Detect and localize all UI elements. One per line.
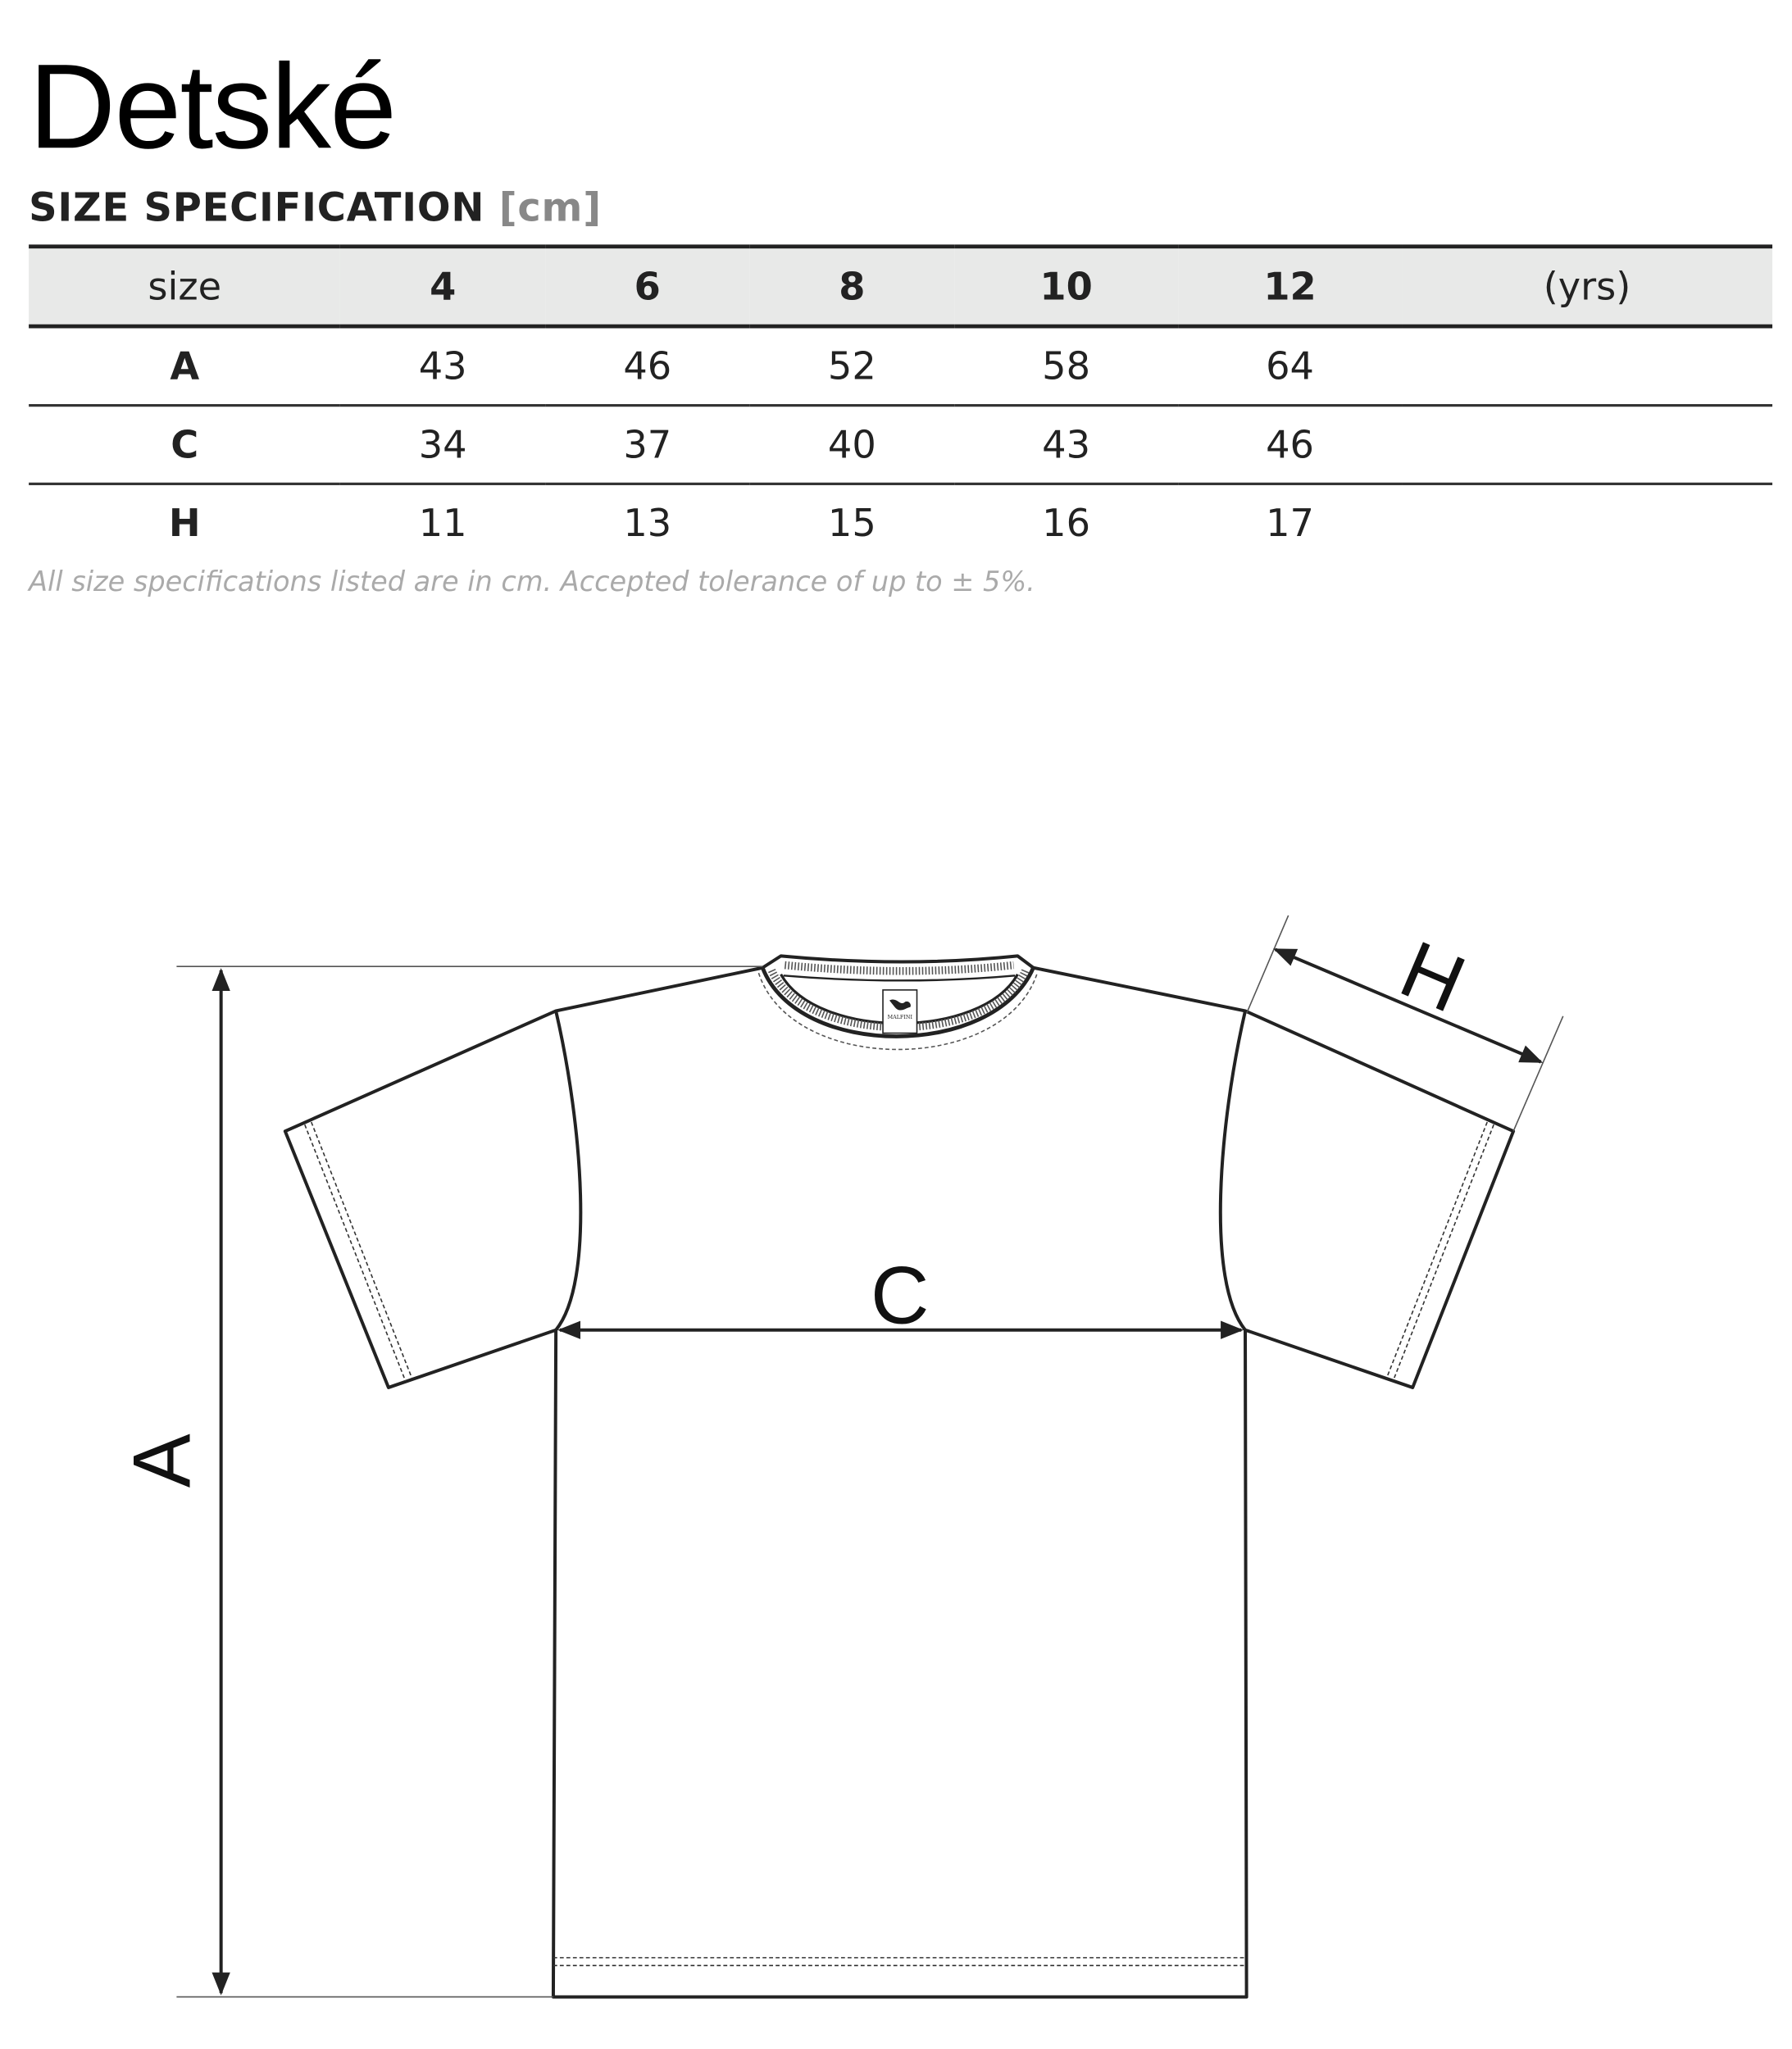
cell: 34 [418,422,467,467]
row-label: H [168,501,201,546]
brand-tag-text: MALFINI [888,1014,913,1020]
dimension-arrows [211,947,1544,1996]
size-table: size 4 6 8 10 12 (yrs) A 43 46 52 58 64 … [29,244,1773,561]
cell: 52 [827,343,876,388]
extension-lines [176,915,1564,1998]
cell: 40 [827,422,876,467]
label-h: H [1389,923,1478,1029]
label-a: A [116,1433,207,1488]
header-size-label: size [148,264,222,309]
collar-ribbing [757,961,1039,1051]
row-label: A [170,343,200,388]
cell: 43 [418,343,467,388]
header-size: 4 [430,264,457,309]
label-c: C [871,1250,929,1341]
hem-stitching [304,1121,1494,1966]
bird-logo-icon [889,999,911,1011]
tshirt-outline [283,954,1516,1999]
header-size: 8 [839,264,866,309]
header-size: 10 [1039,264,1093,309]
row-label: C [171,422,199,467]
cell: 15 [827,501,876,546]
cell: 13 [623,501,672,546]
cell: 64 [1266,343,1314,388]
cell: 46 [623,343,672,388]
table-row: C 34 37 40 43 46 [29,406,1773,484]
header-size: 6 [634,264,661,309]
cell: 17 [1266,501,1314,546]
table-row: H 11 13 15 16 17 [29,484,1772,561]
tolerance-note: All size specifications listed are in cm… [29,566,1035,598]
subtitle-unit: [cm] [498,185,602,232]
cell: 16 [1042,501,1091,546]
header-size: 12 [1263,264,1317,309]
table-row: A 43 46 52 58 64 [29,326,1773,406]
cell: 46 [1266,422,1314,467]
page-title: Detské [29,40,397,175]
cell: 11 [418,501,467,546]
brand-tag: MALFINI [882,989,918,1034]
cell: 37 [623,422,672,467]
cell: 58 [1042,343,1091,388]
cell: 43 [1042,422,1091,467]
table-header-row: size 4 6 8 10 12 (yrs) [29,246,1773,327]
arrow-h [1273,947,1544,1064]
subtitle: SIZE SPECIFICATION [cm] [29,186,602,232]
subtitle-text: SIZE SPECIFICATION [29,185,485,232]
header-unit: (yrs) [1543,264,1631,309]
